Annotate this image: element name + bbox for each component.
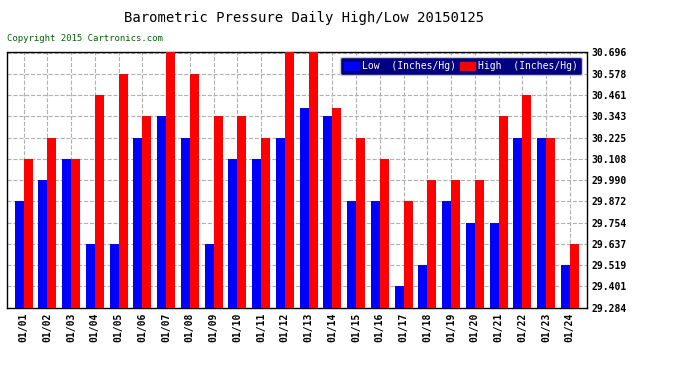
Bar bbox=[110, 244, 119, 308]
Bar bbox=[237, 116, 246, 308]
Bar bbox=[71, 159, 80, 308]
Bar bbox=[442, 201, 451, 308]
Text: Barometric Pressure Daily High/Low 20150125: Barometric Pressure Daily High/Low 20150… bbox=[124, 11, 484, 25]
Bar bbox=[133, 138, 142, 308]
Bar bbox=[261, 138, 270, 308]
Bar bbox=[546, 138, 555, 308]
Bar bbox=[570, 244, 579, 308]
Bar bbox=[451, 180, 460, 308]
Bar bbox=[561, 265, 570, 308]
Bar bbox=[299, 108, 308, 307]
Bar bbox=[427, 180, 436, 308]
Bar bbox=[228, 159, 237, 308]
Bar bbox=[395, 286, 404, 308]
Bar bbox=[324, 116, 333, 308]
Bar bbox=[276, 138, 285, 308]
Bar bbox=[14, 201, 23, 308]
Bar bbox=[119, 74, 128, 308]
Bar bbox=[522, 95, 531, 308]
Bar bbox=[347, 201, 356, 308]
Bar bbox=[181, 138, 190, 308]
Bar bbox=[142, 116, 151, 308]
Bar bbox=[48, 138, 57, 308]
Bar bbox=[86, 244, 95, 308]
Bar bbox=[513, 138, 522, 308]
Bar bbox=[371, 201, 380, 308]
Bar bbox=[380, 159, 389, 308]
Bar bbox=[475, 180, 484, 308]
Bar bbox=[418, 265, 427, 308]
Bar bbox=[38, 180, 48, 308]
Bar bbox=[23, 159, 32, 308]
Bar bbox=[499, 116, 508, 308]
Text: Copyright 2015 Cartronics.com: Copyright 2015 Cartronics.com bbox=[7, 34, 163, 43]
Bar bbox=[214, 116, 223, 308]
Bar bbox=[333, 108, 342, 307]
Bar bbox=[62, 159, 71, 308]
Legend: Low  (Inches/Hg), High  (Inches/Hg): Low (Inches/Hg), High (Inches/Hg) bbox=[340, 57, 582, 75]
Bar bbox=[252, 159, 261, 308]
Bar bbox=[204, 244, 214, 308]
Bar bbox=[356, 138, 365, 308]
Bar bbox=[537, 138, 546, 308]
Bar bbox=[190, 74, 199, 308]
Bar bbox=[308, 53, 317, 308]
Bar bbox=[490, 223, 499, 308]
Bar bbox=[95, 95, 103, 308]
Bar bbox=[157, 116, 166, 308]
Bar bbox=[404, 201, 413, 308]
Bar bbox=[285, 53, 294, 308]
Bar bbox=[166, 53, 175, 308]
Bar bbox=[466, 223, 475, 308]
